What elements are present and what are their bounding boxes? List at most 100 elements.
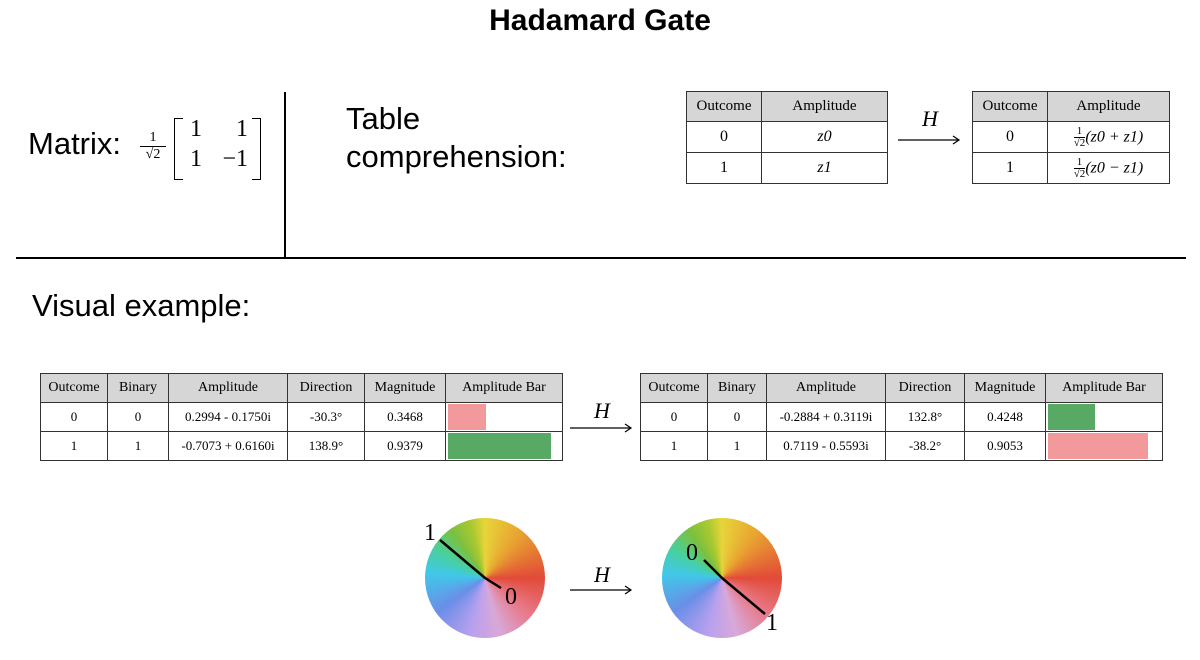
wheel-label: 1 (766, 610, 778, 636)
prefactor-numerator: 1 (140, 130, 166, 147)
amplitude-expression: (z0 − z1) (1085, 159, 1144, 176)
vertical-divider (284, 92, 286, 258)
label-line: comprehension: (346, 139, 567, 174)
amplitude-bar (1048, 404, 1095, 430)
amplitude-bar-cell (1045, 431, 1163, 461)
wheel-label: 1 (424, 520, 436, 546)
table-row: 1 1 √2 (z0 − z1) (972, 152, 1170, 184)
prefactor-denominator: √2 (1073, 136, 1086, 149)
amplitude-prefactor: 1 √2 (1073, 125, 1086, 149)
table-row: 0 0 -0.2884 + 0.3119i 132.8° 0.4248 (640, 402, 1163, 432)
arrow-right-icon (570, 423, 633, 433)
gate-label: H (594, 562, 610, 587)
magnitude-cell: 0.9379 (364, 431, 446, 461)
matrix-cell: 1 (190, 146, 202, 172)
amplitude-cell: 1 √2 (z0 + z1) (1047, 121, 1170, 153)
matrix-right-bracket (252, 118, 261, 180)
outcome-cell: 1 (686, 152, 762, 184)
visual-table-after: Outcome Binary Amplitude Direction Magni… (640, 373, 1163, 461)
amplitude-expression: (z0 + z1) (1085, 128, 1144, 145)
column-header: Binary (107, 373, 169, 403)
column-header: Magnitude (364, 373, 446, 403)
table-row: 0 1 √2 (z0 + z1) (972, 121, 1170, 153)
column-header: Amplitude Bar (1045, 373, 1163, 403)
column-header: Direction (287, 373, 365, 403)
page-title: Hadamard Gate (489, 4, 711, 37)
amplitude-bar-cell (445, 402, 563, 432)
column-header: Outcome (640, 373, 708, 403)
amplitude-prefactor: 1 √2 (1073, 156, 1086, 180)
wheel-label: 0 (686, 540, 698, 566)
column-header: Amplitude (1047, 91, 1170, 122)
hadamard-matrix: 1 √2 1 1 1 −1 (140, 116, 270, 182)
visual-example-label: Visual example: (32, 288, 251, 323)
amplitude-bar (1048, 433, 1148, 459)
prefactor-numerator: 1 (1073, 156, 1086, 169)
matrix-label: Matrix: (28, 126, 121, 161)
amplitude-bar-cell (445, 431, 563, 461)
magnitude-cell: 0.4248 (964, 402, 1046, 432)
amplitude-needles (703, 559, 766, 615)
column-header: Amplitude Bar (445, 373, 563, 403)
column-header: Outcome (972, 91, 1048, 122)
column-header: Amplitude (766, 373, 886, 403)
direction-cell: -30.3° (287, 402, 365, 432)
phase-wheel-after (662, 518, 782, 638)
arrow-right-icon (570, 585, 633, 595)
wheel-label: 0 (505, 584, 517, 610)
direction-cell: 138.9° (287, 431, 365, 461)
amplitude-needles (439, 539, 502, 590)
needle-outcome-0 (703, 559, 723, 579)
amplitude-cell: 1 √2 (z0 − z1) (1047, 152, 1170, 184)
column-header: Outcome (40, 373, 108, 403)
prefactor-denominator: √2 (145, 147, 161, 162)
outcome-cell: 1 (972, 152, 1048, 184)
matrix-cell: 1 (190, 116, 202, 142)
prefactor-denominator: √2 (1073, 167, 1086, 180)
phase-wheel-before (425, 518, 545, 638)
outcome-cell: 0 (640, 402, 708, 432)
binary-cell: 1 (107, 431, 169, 461)
arrow-right-icon (898, 135, 961, 145)
column-header: Direction (885, 373, 965, 403)
amplitude-cell: -0.2884 + 0.3119i (766, 402, 886, 432)
outcome-cell: 0 (972, 121, 1048, 153)
comprehension-table-before: Outcome Amplitude 0 z0 1 z1 (686, 91, 888, 184)
needle-outcome-0 (484, 576, 502, 590)
table-row: 0 0 0.2994 - 0.1750i -30.3° 0.3468 (40, 402, 563, 432)
outcome-cell: 1 (640, 431, 708, 461)
binary-cell: 0 (107, 402, 169, 432)
amplitude-cell: z0 (761, 121, 888, 153)
amplitude-cell: 0.2994 - 0.1750i (168, 402, 288, 432)
direction-cell: 132.8° (885, 402, 965, 432)
needle-outcome-1 (439, 539, 486, 579)
column-header: Binary (707, 373, 767, 403)
comprehension-table-after: Outcome Amplitude 0 1 √2 (z0 + z1) 1 1 √… (972, 91, 1170, 184)
matrix-left-bracket (174, 118, 183, 180)
table-row: 0 z0 (686, 121, 888, 153)
direction-cell: -38.2° (885, 431, 965, 461)
table-row: 1 1 -0.7073 + 0.6160i 138.9° 0.9379 (40, 431, 563, 461)
outcome-cell: 1 (40, 431, 108, 461)
amplitude-cell: 0.7119 - 0.5593i (766, 431, 886, 461)
prefactor-numerator: 1 (1073, 125, 1086, 138)
matrix-prefactor: 1 √2 (140, 130, 166, 163)
horizontal-divider (16, 257, 1186, 259)
column-header: Amplitude (168, 373, 288, 403)
amplitude-bar-cell (1045, 402, 1163, 432)
magnitude-cell: 0.9053 (964, 431, 1046, 461)
magnitude-cell: 0.3468 (364, 402, 446, 432)
label-line: Table (346, 101, 421, 136)
column-header: Amplitude (761, 91, 888, 122)
matrix-cell: −1 (222, 146, 248, 172)
amplitude-bar (448, 404, 486, 430)
table-row: 1 1 0.7119 - 0.5593i -38.2° 0.9053 (640, 431, 1163, 461)
gate-label: H (922, 106, 938, 131)
amplitude-bar (448, 433, 551, 459)
outcome-cell: 0 (686, 121, 762, 153)
table-comprehension-label: Table comprehension: (346, 100, 567, 176)
visual-table-before: Outcome Binary Amplitude Direction Magni… (40, 373, 563, 461)
gate-label: H (594, 398, 610, 423)
matrix-cell: 1 (236, 116, 248, 142)
amplitude-cell: -0.7073 + 0.6160i (168, 431, 288, 461)
